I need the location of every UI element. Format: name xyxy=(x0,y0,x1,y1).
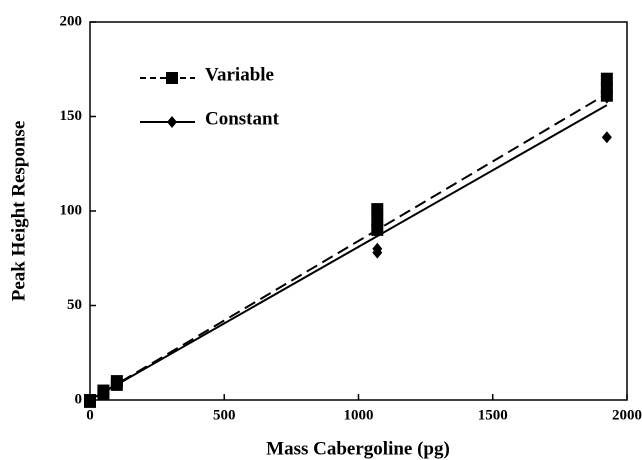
x-tick-label: 2000 xyxy=(612,407,642,423)
diamond-marker xyxy=(601,131,612,144)
diamond-marker xyxy=(98,386,109,399)
fit-line xyxy=(89,92,608,401)
x-axis-label: Mass Cabergoline (pg) xyxy=(266,438,450,459)
y-tick-label: 0 xyxy=(75,391,83,407)
square-marker xyxy=(371,223,384,236)
x-tick-label: 500 xyxy=(213,407,236,423)
legend-label: Constant xyxy=(205,108,280,129)
square-marker xyxy=(600,72,613,85)
diamond-marker xyxy=(601,91,612,104)
diamond-marker xyxy=(167,116,177,128)
y-tick-label: 50 xyxy=(67,297,82,313)
x-tick-label: 1000 xyxy=(344,407,374,423)
y-axis-label: Peak Height Response xyxy=(8,121,29,302)
square-marker xyxy=(371,214,384,227)
square-marker xyxy=(600,82,613,95)
diamond-marker xyxy=(85,394,95,406)
square-marker xyxy=(166,72,178,84)
fit-line xyxy=(89,104,608,401)
square-marker xyxy=(371,203,384,216)
y-tick-label: 100 xyxy=(60,202,83,218)
diamond-marker xyxy=(111,378,122,391)
x-tick-label: 1500 xyxy=(478,407,508,423)
legend-label: Variable xyxy=(205,64,274,85)
y-tick-label: 150 xyxy=(60,108,83,124)
diamond-marker xyxy=(372,246,383,259)
x-tick-label: 0 xyxy=(86,407,94,423)
y-tick-label: 200 xyxy=(60,13,83,29)
